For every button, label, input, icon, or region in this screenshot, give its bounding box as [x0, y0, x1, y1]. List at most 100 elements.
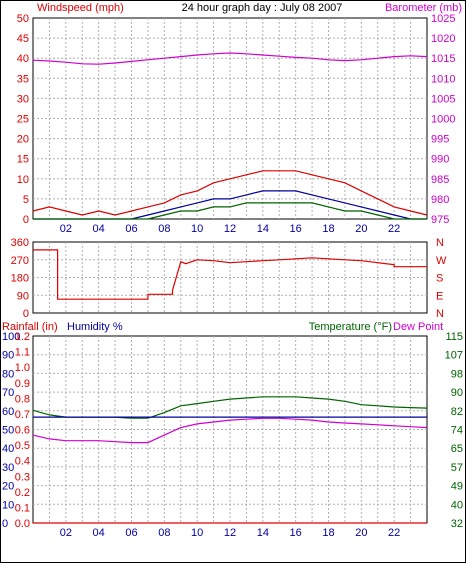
humidity-tick: 60: [2, 406, 14, 418]
x-tick-label: 08: [158, 527, 170, 539]
windspeed-tick: 35: [17, 73, 29, 85]
rainfall-tick: 0.5: [15, 440, 30, 452]
temp-humidity-series: [32, 396, 428, 524]
temperature-tick: 107: [445, 350, 463, 362]
x-tick-label: 06: [125, 223, 137, 235]
windspeed-tick: 30: [17, 93, 29, 105]
wind-panel-series: [32, 52, 428, 220]
direction-compass-tick: N: [436, 237, 444, 249]
x-tick-label: 04: [93, 527, 105, 539]
rainfall-tick: 0.9: [15, 378, 30, 390]
barometer-tick: 980: [431, 194, 449, 206]
temperature-axis-title: Temperature (°F): [309, 321, 392, 333]
rainfall-tick: 1.2: [15, 331, 30, 343]
rainfall-tick: 0.0: [15, 518, 30, 530]
temperature-tick: 49: [451, 481, 463, 493]
temp-humidity-panel-grid: [33, 336, 427, 523]
x-tick-label: 10: [191, 223, 203, 235]
x-tick-label: 02: [60, 223, 72, 235]
direction-degree-tick: 0: [23, 308, 29, 320]
series-barometer: [32, 52, 428, 65]
wind-panel-x-tick-labels: 02 04 06 08 10 12 14 16 18 20 22: [60, 223, 401, 235]
barometer-tick: 1015: [431, 53, 455, 65]
direction-degree-tick: 360: [11, 237, 29, 249]
windspeed-tick: 10: [17, 174, 29, 186]
barometer-tick: 1010: [431, 73, 455, 85]
dewpoint-axis-title: Dew Point: [393, 321, 443, 333]
temperature-tick: 65: [451, 443, 463, 455]
x-tick-label: 08: [158, 223, 170, 235]
rainfall-tick: 0.3: [15, 471, 30, 483]
temperature-tick: 57: [451, 462, 463, 474]
direction-degree-tick: 90: [17, 290, 29, 302]
series-wind-gust: [32, 170, 428, 216]
windspeed-tick: 50: [17, 13, 29, 25]
windspeed-tick: 40: [17, 53, 29, 65]
direction-compass-tick: S: [436, 273, 443, 285]
temperature-tick: 90: [451, 387, 463, 399]
barometer-tick: 975: [431, 214, 449, 226]
direction-panel-grid: [33, 242, 427, 313]
temperature-tick: 74: [451, 425, 463, 437]
humidity-tick: 0: [2, 518, 8, 530]
humidity-tick: 90: [2, 350, 14, 362]
barometer-tick: 995: [431, 134, 449, 146]
windspeed-tick: 20: [17, 134, 29, 146]
barometer-tick: 985: [431, 174, 449, 186]
series-wind-speed: [33, 202, 427, 220]
windspeed-tick: 45: [17, 33, 29, 45]
rainfall-tick: 0.1: [15, 502, 30, 514]
rainfall-tick: 0.6: [15, 425, 30, 437]
x-tick-label: 20: [355, 527, 367, 539]
rainfall-tick: 0.4: [15, 456, 30, 468]
x-tick-label: 04: [93, 223, 105, 235]
direction-degree-tick-labels: 360 270 180 90 0: [11, 237, 29, 320]
rainfall-tick: 0.7: [15, 409, 30, 421]
x-tick-label: 12: [224, 527, 236, 539]
direction-compass-tick: E: [436, 290, 443, 302]
humidity-tick: 50: [2, 425, 14, 437]
rainfall-axis-title: Rainfall (in): [2, 321, 58, 333]
rainfall-tick: 1.0: [15, 362, 30, 374]
barometer-tick-labels: 1025 1020 1015 1010 1005 1000 995 990 985 980 975: [431, 13, 455, 226]
rainfall-tick: 0.2: [15, 487, 30, 499]
barometer-tick: 1025: [431, 13, 455, 25]
direction-degree-tick: 270: [11, 255, 29, 267]
windspeed-axis-title: Windspeed (mph): [37, 2, 124, 14]
temperature-tick: 82: [451, 406, 463, 418]
barometer-tick: 1000: [431, 114, 455, 126]
rainfall-tick: 1.1: [15, 347, 30, 359]
series-humidity: [32, 417, 428, 444]
temperature-tick: 32: [451, 518, 463, 530]
direction-panel-series: [33, 249, 427, 300]
temperature-tick: 40: [451, 499, 463, 511]
x-tick-label: 22: [388, 527, 400, 539]
windspeed-tick: 25: [17, 114, 29, 126]
humidity-tick: 40: [2, 443, 14, 455]
windspeed-tick: 5: [23, 194, 29, 206]
barometer-tick: 1005: [431, 93, 455, 105]
windspeed-tick: 0: [23, 214, 29, 226]
temperature-tick-labels: 115 107 98 90 82 74 65 57 49 40 32: [445, 331, 463, 530]
windspeed-tick: 15: [17, 154, 29, 166]
direction-degree-tick: 180: [11, 273, 29, 285]
x-tick-label: 06: [125, 527, 137, 539]
direction-compass-tick: W: [436, 255, 447, 267]
barometer-tick: 1020: [431, 33, 455, 45]
humidity-tick: 20: [2, 481, 14, 493]
temperature-tick: 115: [445, 331, 463, 343]
x-tick-label: 02: [60, 527, 72, 539]
humidity-tick: 100: [2, 331, 20, 343]
x-tick-label: 16: [290, 527, 302, 539]
x-tick-label: 12: [224, 223, 236, 235]
x-tick-label: 10: [191, 527, 203, 539]
chart-title: 24 hour graph day : July 08 2007: [182, 2, 343, 14]
x-tick-label: 22: [388, 223, 400, 235]
direction-compass-tick: N: [436, 308, 444, 320]
x-tick-label: 16: [290, 223, 302, 235]
